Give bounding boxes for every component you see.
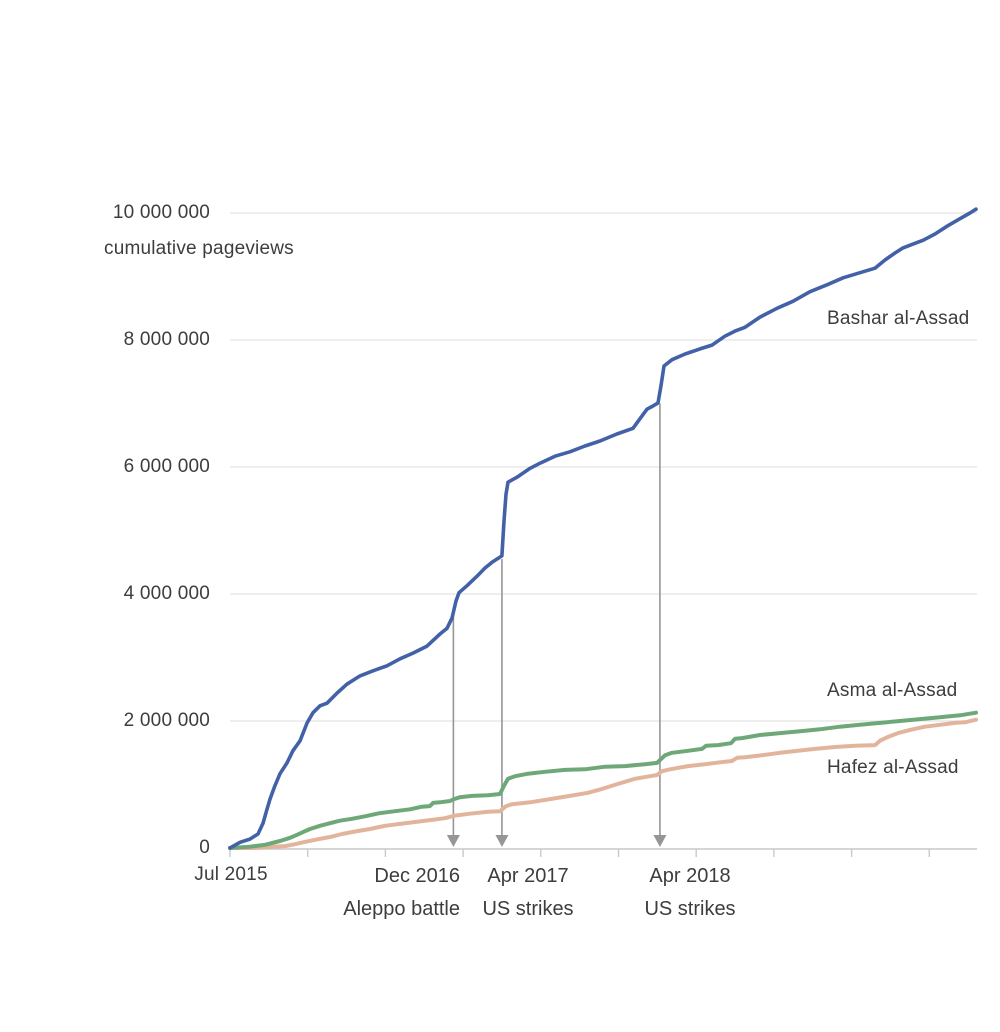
annotation-event: US strikes: [482, 898, 574, 920]
annotation-date: Apr 2018: [649, 865, 731, 887]
y-tick-label-10m: 10 000 000: [112, 202, 210, 223]
y-tick-label-2m: 2 000 000: [123, 710, 210, 731]
annotation-arrowhead-icon: [446, 835, 460, 847]
x-tick-label-jul-2015: Jul 2015: [194, 864, 268, 885]
annotation-apr-2017: Apr 2017 US strikes: [423, 860, 633, 926]
annotation-date: Apr 2017: [487, 865, 569, 887]
series-line-hafez-al-assad: [228, 717, 978, 850]
series-label-asma: Asma al-Assad: [827, 680, 958, 701]
annotation-apr-2018: Apr 2018 US strikes: [585, 860, 795, 926]
series-label-hafez: Hafez al-Assad: [827, 757, 959, 778]
y-tick-label-4m: 4 000 000: [123, 583, 210, 604]
pageviews-chart: 10 000 000 8 000 000 6 000 000 4 000 000…: [40, 16, 1000, 1016]
y-tick-label-8m: 8 000 000: [123, 329, 210, 350]
annotation-arrowhead-icon: [495, 835, 509, 847]
annotation-dec-2016: Dec 2016 Aleppo battle: [250, 860, 460, 926]
series-line-bashar-al-assad: [228, 207, 978, 850]
annotation-arrowhead-icon: [653, 835, 667, 847]
y-tick-label-0: 0: [199, 837, 210, 858]
annotation-event: Aleppo battle: [343, 898, 460, 920]
series-label-bashar: Bashar al-Assad: [827, 308, 970, 329]
y-tick-label-6m: 6 000 000: [123, 456, 210, 477]
y-axis-unit-label: cumulative pageviews: [104, 238, 294, 259]
chart-canvas: [228, 207, 978, 857]
series-line-asma-al-assad: [228, 710, 978, 850]
annotation-date: Dec 2016: [374, 865, 460, 887]
annotation-event: US strikes: [644, 898, 736, 920]
